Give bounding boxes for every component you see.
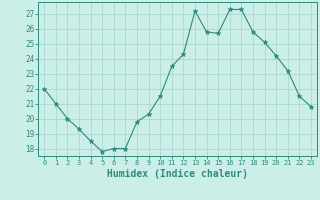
- X-axis label: Humidex (Indice chaleur): Humidex (Indice chaleur): [107, 169, 248, 179]
